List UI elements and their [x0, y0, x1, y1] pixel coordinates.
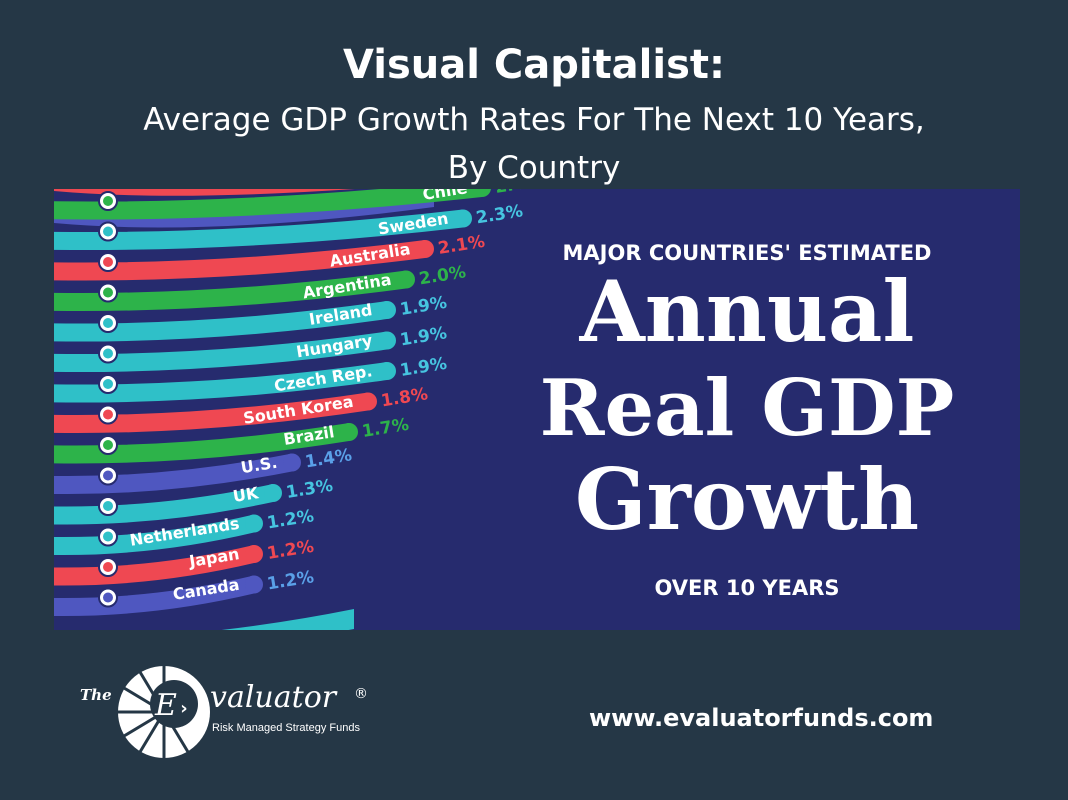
bar-cap	[359, 392, 377, 411]
bar	[54, 189, 482, 220]
evaluator-logo: The E › valuator ® Risk Managed Strategy…	[76, 664, 396, 764]
bar-cap	[378, 331, 396, 350]
page-subtitle-line-2: By Country	[447, 150, 621, 186]
logo-name: valuator	[210, 680, 337, 715]
bar-cap	[397, 270, 415, 289]
flag-icon-center	[103, 318, 113, 328]
bar	[54, 301, 387, 342]
bar	[54, 423, 349, 464]
logo-prefix: The	[80, 686, 112, 704]
heading-line-2: Real GDP	[540, 363, 955, 454]
flag-icon-center	[103, 562, 113, 572]
bar-cap	[473, 189, 491, 197]
logo-registered-mark: ®	[354, 686, 368, 702]
heading-line-1: Annual	[579, 262, 915, 361]
bar-cap	[454, 209, 472, 228]
bar-cap	[378, 301, 396, 319]
flag-icon-center	[103, 226, 113, 237]
bar	[54, 270, 406, 312]
bar-cap	[416, 240, 434, 258]
logo-emblem-icon: E ›	[118, 666, 210, 758]
heading-top: MAJOR COUNTRIES' ESTIMATED	[563, 241, 932, 265]
bar-cap	[283, 453, 301, 472]
bar	[54, 331, 387, 373]
bar-cap	[378, 362, 396, 380]
page-title: Visual Capitalist:	[342, 42, 726, 88]
bar-cap	[245, 545, 263, 563]
category-label: UK	[232, 483, 261, 506]
gdp-growth-chart: Chile2.4%Sweden2.3%Australia2.1%Argentin…	[54, 189, 1020, 630]
heading-line-3: Growth	[575, 450, 919, 549]
logo-tagline: Risk Managed Strategy Funds	[212, 722, 360, 734]
flag-icon-center	[103, 592, 113, 603]
flag-icon-center	[103, 348, 113, 359]
bar	[54, 453, 292, 495]
flag-icon-center	[103, 501, 113, 511]
heading-bottom: OVER 10 YEARS	[654, 576, 839, 600]
bar-cap	[340, 423, 358, 441]
page-subtitle-line-1: Average GDP Growth Rates For The Next 10…	[143, 102, 925, 138]
bar-cap	[245, 575, 263, 594]
bar	[54, 240, 425, 281]
flag-icon-center	[103, 409, 113, 420]
flag-icon-center	[103, 196, 113, 206]
website-url[interactable]: www.evaluatorfunds.com	[589, 704, 934, 732]
flag-icon-center	[103, 531, 113, 542]
flag-icon-center	[103, 440, 113, 450]
bar-partial	[221, 609, 354, 630]
flag-icon-center	[103, 379, 113, 389]
bar	[54, 392, 368, 434]
value-label: 2.4%	[494, 189, 544, 198]
flag-icon-center	[103, 470, 113, 481]
flag-icon-center	[103, 257, 113, 267]
bar-cap	[245, 514, 263, 533]
bar-cap	[264, 484, 282, 502]
logo-initial: E	[154, 688, 177, 723]
bar-partial	[54, 189, 355, 196]
infographic-panel: Chile2.4%Sweden2.3%Australia2.1%Argentin…	[54, 189, 1020, 630]
flag-icon-center	[103, 287, 113, 298]
svg-text:›: ›	[180, 698, 187, 719]
bar	[54, 209, 463, 251]
bar	[54, 362, 387, 403]
